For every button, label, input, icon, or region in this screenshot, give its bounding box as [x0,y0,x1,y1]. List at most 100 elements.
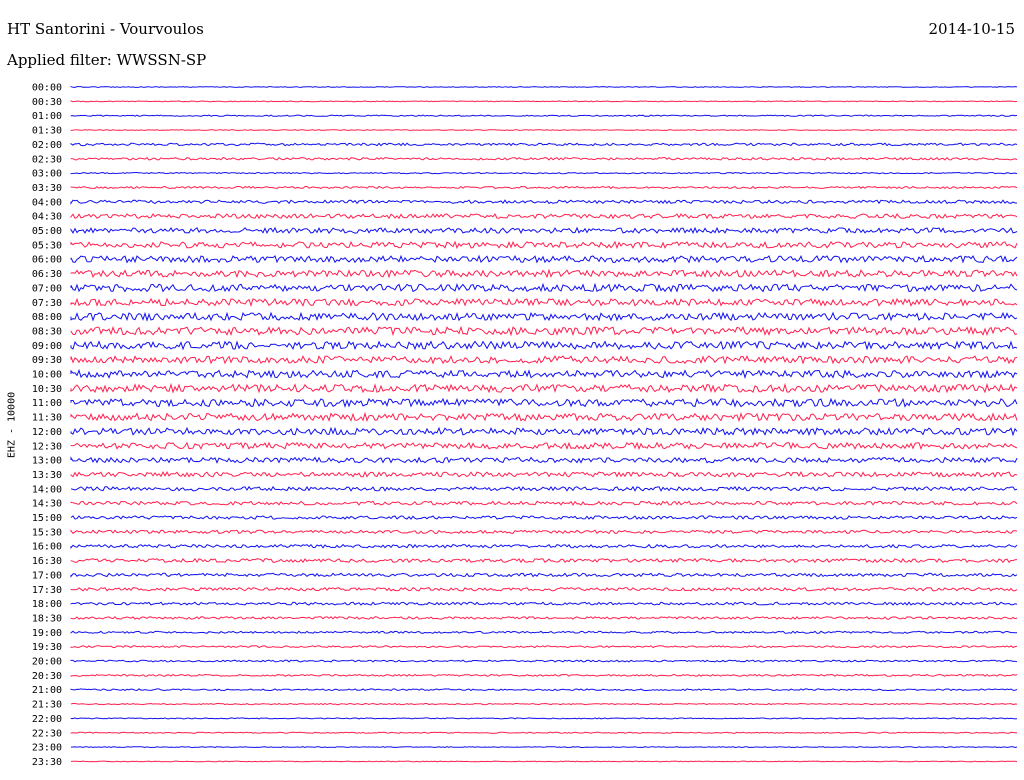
trace-line [70,746,1018,749]
trace-line [70,397,1018,409]
time-tick-label: 02:00 [32,140,62,151]
trace-line [70,572,1018,578]
time-tick-label: 00:30 [32,97,62,108]
trace-line [70,114,1018,117]
time-tick-label: 11:30 [32,413,62,424]
trace-line [70,368,1018,380]
time-tick-label: 09:30 [32,355,62,366]
trace-line [70,731,1018,734]
trace-line [70,441,1018,451]
trace-line [70,382,1018,394]
time-tick-label: 15:00 [32,513,62,524]
trace-line [70,199,1018,205]
time-tick-label: 10:30 [32,384,62,395]
time-tick-label: 16:00 [32,542,62,553]
time-tick-label: 05:30 [32,240,62,251]
trace-line [70,254,1018,264]
trace-line [70,645,1018,649]
trace-line [70,717,1018,720]
time-tick-label: 14:00 [32,484,62,495]
trace-line [70,586,1018,592]
trace-line [70,213,1018,220]
time-tick-label: 00:00 [32,83,62,94]
trace-line [70,601,1018,606]
time-tick-label: 09:00 [32,341,62,352]
time-tick-label: 22:30 [32,728,62,739]
time-tick-label: 07:00 [32,283,62,294]
trace-line [70,100,1018,103]
time-tick-label: 16:30 [32,556,62,567]
time-tick-label: 21:00 [32,685,62,696]
time-tick-label: 07:30 [32,298,62,309]
trace-line [70,268,1018,279]
trace-line [70,543,1018,550]
trace-line [70,156,1018,161]
filter-label: Applied filter: WWSSN-SP [7,51,207,69]
time-tick-label: 01:00 [32,111,62,122]
trace-line [70,411,1018,423]
trace-line [70,702,1018,706]
time-tick-label: 20:30 [32,671,62,682]
time-tick-label: 18:00 [32,599,62,610]
time-tick-label: 04:30 [32,212,62,223]
trace-line [70,529,1018,535]
time-tick-label: 19:00 [32,628,62,639]
time-tick-label: 13:30 [32,470,62,481]
trace-line [70,282,1018,293]
trace-line [70,129,1018,131]
trace-line [70,456,1018,464]
time-tick-label: 23:30 [32,757,62,768]
trace-line [70,226,1018,235]
time-tick-label: 21:30 [32,700,62,711]
trace-line [70,354,1018,365]
time-tick-label: 05:00 [32,226,62,237]
time-tick-label: 18:30 [32,613,62,624]
time-tick-label: 22:00 [32,714,62,725]
station-title: HT Santorini - Vourvoulos [7,20,204,38]
trace-line [70,86,1018,88]
time-tick-label: 10:00 [32,370,62,381]
time-tick-label: 02:30 [32,154,62,165]
trace-line [70,240,1018,250]
time-tick-label: 19:30 [32,642,62,653]
trace-line [70,616,1018,620]
trace-line [70,500,1018,506]
trace-line [70,659,1018,663]
trace-line [70,470,1018,478]
time-tick-label: 14:30 [32,499,62,510]
time-tick-label: 12:00 [32,427,62,438]
time-tick-label: 13:00 [32,456,62,467]
time-tick-label: 06:30 [32,269,62,280]
time-tick-label: 06:00 [32,255,62,266]
trace-line [70,426,1018,437]
trace-line [70,515,1018,520]
time-tick-label: 08:30 [32,326,62,337]
time-tick-label: 23:00 [32,743,62,754]
trace-line [70,485,1018,492]
trace-line [70,673,1018,677]
trace-line [70,311,1018,322]
trace-line [70,630,1018,634]
time-tick-label: 17:30 [32,585,62,596]
time-tick-label: 04:00 [32,197,62,208]
trace-line [70,297,1018,307]
trace-line [70,325,1018,337]
trace-line [70,340,1018,351]
time-tick-label: 03:30 [32,183,62,194]
time-tick-label: 12:30 [32,441,62,452]
trace-line [70,171,1018,175]
trace-line [70,557,1018,564]
time-tick-label: 11:00 [32,398,62,409]
trace-line [70,760,1018,763]
trace-line [70,185,1018,190]
time-tick-label: 08:00 [32,312,62,323]
trace-line [70,688,1018,692]
date-label: 2014-10-15 [928,20,1015,38]
time-tick-label: 17:00 [32,570,62,581]
time-tick-label: 15:30 [32,527,62,538]
time-tick-label: 01:30 [32,126,62,137]
trace-line [70,142,1018,147]
time-tick-label: 03:00 [32,169,62,180]
time-tick-label: 20:00 [32,657,62,668]
